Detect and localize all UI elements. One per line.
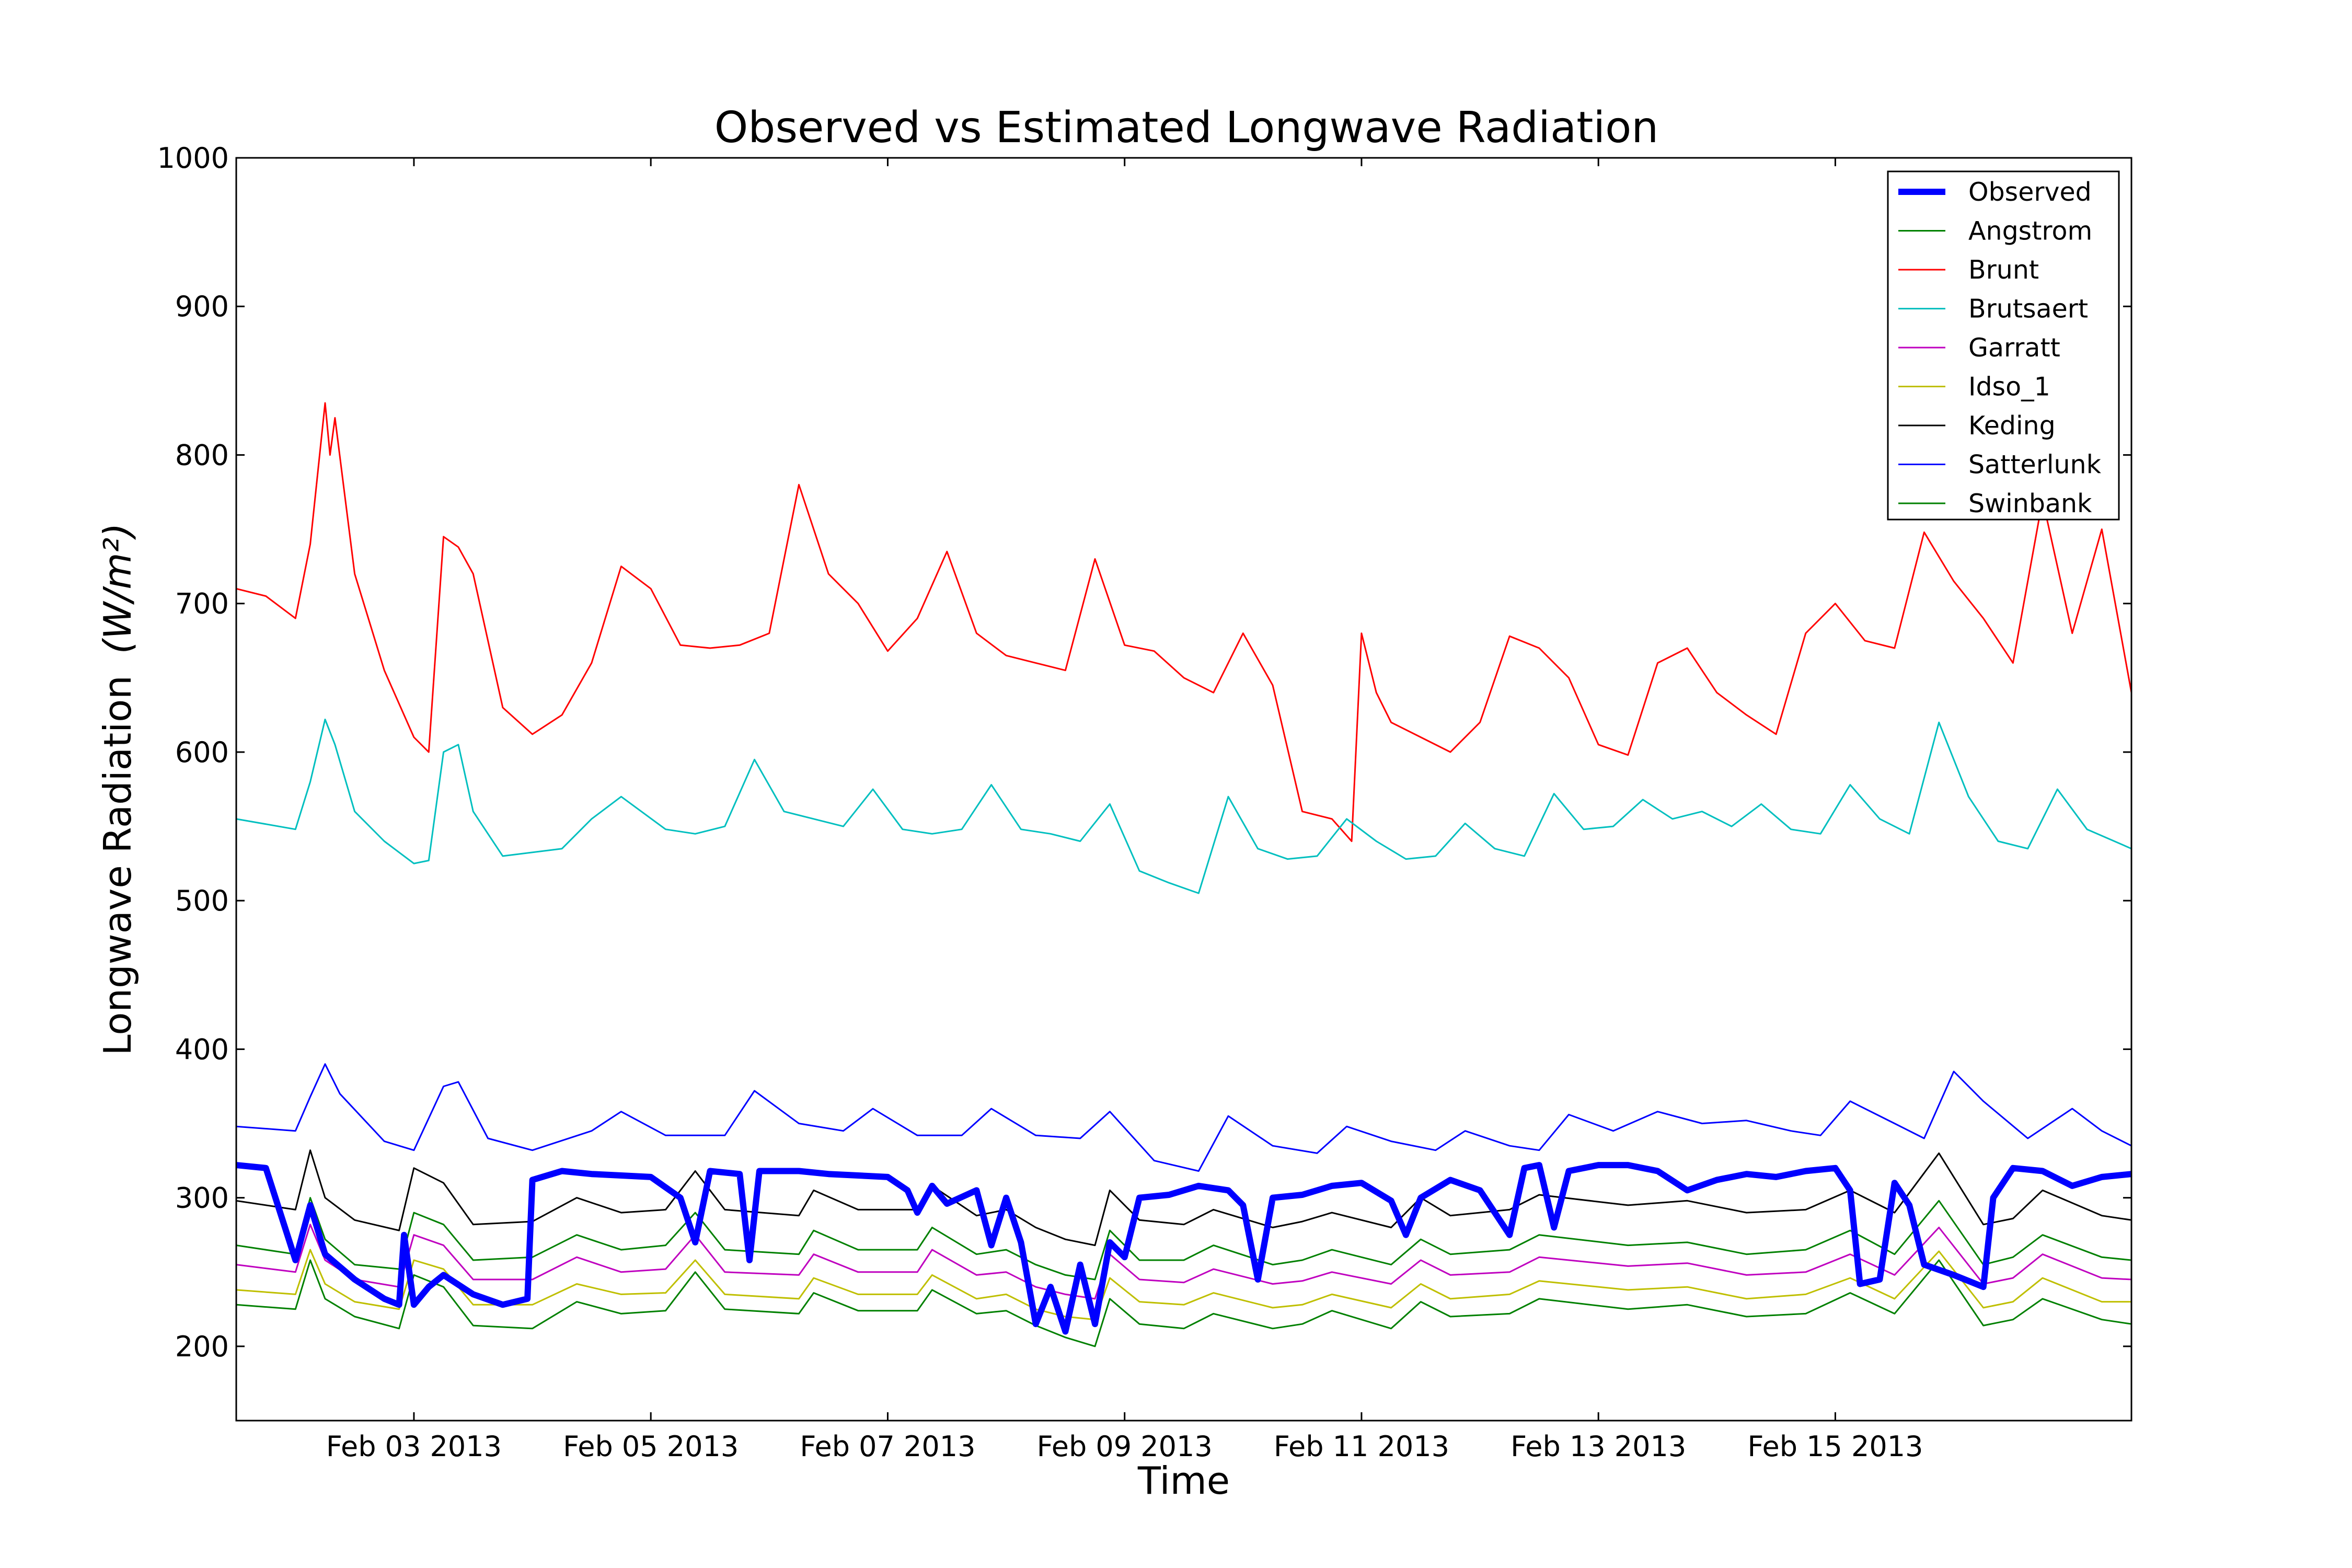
legend-label: Satterlunk bbox=[1968, 450, 2102, 480]
series-line-brunt bbox=[236, 402, 2131, 842]
y-tick-label: 900 bbox=[175, 290, 229, 323]
y-tick-label: 600 bbox=[175, 736, 229, 769]
plot-frame bbox=[235, 157, 2132, 1422]
x-tick-label: Feb 05 2013 bbox=[563, 1430, 739, 1463]
legend-label: Keding bbox=[1968, 411, 2056, 441]
x-tick-label: Feb 11 2013 bbox=[1274, 1430, 1449, 1463]
y-tick-label: 700 bbox=[175, 587, 229, 620]
y-tick-label: 1000 bbox=[157, 142, 229, 175]
x-tick-label: Feb 15 2013 bbox=[1747, 1430, 1923, 1463]
legend: Observed Angstrom Brunt Brutsaert Garratt Ids… bbox=[1887, 170, 2120, 521]
legend-label: Observed bbox=[1968, 177, 2092, 207]
legend-label: Angstrom bbox=[1968, 216, 2092, 246]
y-tick-label: 800 bbox=[175, 439, 229, 471]
y-axis: 200 300 400 500 600 700 800 900 1000 bbox=[157, 142, 2131, 1363]
x-tick-label: Feb 07 2013 bbox=[800, 1430, 975, 1463]
plot-area bbox=[235, 157, 2132, 1422]
legend-label: Brunt bbox=[1968, 255, 2039, 285]
x-axis: Feb 03 2013 Feb 05 2013 Feb 07 2013 Feb 09 … bbox=[326, 158, 1923, 1463]
x-axis-title: Time bbox=[1137, 1459, 1230, 1503]
y-axis-title: Longwave Radiation (W/m²) bbox=[96, 523, 140, 1056]
y-axis-title-label: Longwave Radiation bbox=[96, 675, 140, 1055]
y-tick-label: 200 bbox=[175, 1330, 229, 1363]
legend-label: Idso_1 bbox=[1968, 372, 2050, 402]
series-line-brutsaert bbox=[236, 718, 2131, 894]
legend-label: Garratt bbox=[1968, 333, 2060, 363]
legend-frame bbox=[1887, 170, 2120, 521]
series-line-angstrom bbox=[236, 1197, 2131, 1281]
x-tick-label: Feb 13 2013 bbox=[1511, 1430, 1686, 1463]
chart-title: Observed vs Estimated Longwave Radiation bbox=[714, 103, 1659, 153]
x-tick-label: Feb 03 2013 bbox=[326, 1430, 502, 1463]
legend-label: Brutsaert bbox=[1968, 294, 2088, 324]
series-line-garratt bbox=[236, 1224, 2131, 1300]
x-tick-label: Feb 09 2013 bbox=[1037, 1430, 1213, 1463]
y-axis-title-unit: (W/m²) bbox=[96, 523, 140, 654]
legend-label: Swinbank bbox=[1968, 489, 2092, 518]
series-layer bbox=[236, 402, 2131, 1347]
y-tick-label: 400 bbox=[175, 1033, 229, 1066]
series-line-swinbank bbox=[236, 1259, 2131, 1347]
series-line-satterlunk bbox=[236, 1063, 2131, 1172]
series-line-keding bbox=[236, 1149, 2131, 1247]
y-tick-label: 500 bbox=[175, 884, 229, 917]
series-line-observed bbox=[236, 1162, 2131, 1335]
y-tick-label: 300 bbox=[175, 1182, 229, 1215]
